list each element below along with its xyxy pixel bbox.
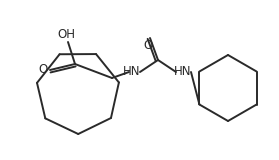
Text: O: O	[143, 39, 153, 52]
Text: HN: HN	[123, 64, 141, 77]
Text: OH: OH	[57, 28, 75, 40]
Text: HN: HN	[174, 64, 192, 77]
Text: O: O	[39, 63, 48, 76]
